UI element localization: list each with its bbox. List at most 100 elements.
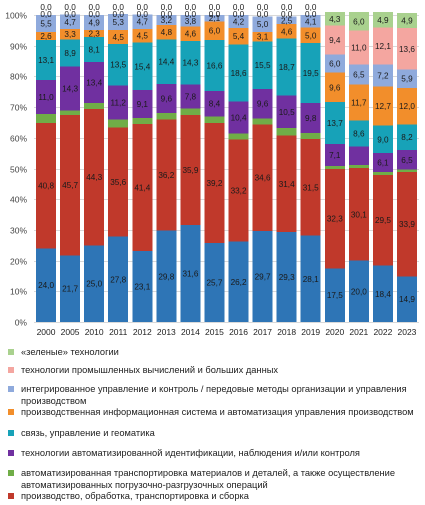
data-label: 15,5 — [255, 61, 271, 70]
data-label: 29,5 — [375, 216, 391, 225]
data-label: 5,0 — [257, 20, 269, 29]
bar-segment — [132, 89, 153, 118]
bar-segment — [300, 42, 321, 103]
data-label: 0,0 — [305, 10, 317, 19]
y-tick-label: 0% — [15, 318, 28, 328]
x-tick-label: 2022 — [373, 327, 392, 337]
bar-segment — [204, 122, 225, 244]
data-label: 17,5 — [327, 291, 343, 300]
data-label: 25,7 — [207, 279, 223, 288]
bar-segment — [348, 12, 369, 31]
data-label: 4,2 — [233, 17, 245, 26]
bar-segment — [252, 41, 273, 89]
data-label: 41,4 — [134, 184, 150, 193]
data-label: 33,9 — [399, 220, 415, 229]
legend-swatch — [8, 349, 14, 355]
data-label: 39,2 — [207, 179, 223, 188]
x-tick-label: 2011 — [109, 327, 128, 337]
data-label: 27,8 — [110, 275, 126, 284]
bar-segment — [372, 64, 393, 87]
bar-segment — [324, 268, 345, 322]
bar-segment — [252, 124, 273, 231]
bar-segment — [228, 101, 249, 134]
bar-segment — [396, 276, 417, 322]
data-label: 0,0 — [257, 3, 269, 12]
x-tick-label: 2019 — [301, 327, 320, 337]
bar-segment — [204, 243, 225, 322]
bar-segment — [108, 127, 129, 237]
bar-segment — [180, 114, 201, 225]
data-label: 24,0 — [38, 281, 54, 290]
data-label: 8,1 — [88, 46, 100, 55]
legend-label: технологии автоматизированной идентифика… — [21, 448, 360, 458]
legend-swatch — [8, 367, 14, 373]
data-label: 29,3 — [279, 273, 295, 282]
legend-label: производственная информационная система … — [21, 407, 414, 417]
bar-segment — [276, 38, 297, 96]
bar-segment — [276, 24, 297, 39]
data-label: 0,0 — [185, 3, 197, 12]
data-label: 6,1 — [377, 159, 389, 168]
bar-segment — [156, 83, 177, 114]
bar-segment — [132, 28, 153, 43]
data-label: 14,3 — [182, 59, 198, 68]
bar-segment — [324, 72, 345, 103]
y-tick-label: 30% — [10, 226, 27, 236]
bar-segment — [108, 43, 129, 86]
bar-segment — [396, 12, 417, 28]
data-label: 5,5 — [40, 19, 52, 28]
bar-segment — [180, 108, 201, 115]
data-label: 0,0 — [88, 3, 100, 12]
y-tick-label: 20% — [10, 257, 27, 267]
bar-segment — [276, 127, 297, 136]
y-tick-label: 100% — [5, 11, 27, 21]
bar-segment — [228, 241, 249, 322]
data-label: 18,6 — [231, 69, 247, 78]
data-label: 4,5 — [137, 32, 149, 41]
x-tick-label: 2012 — [133, 327, 152, 337]
bar-segment — [156, 230, 177, 322]
data-label: 35,6 — [110, 178, 126, 187]
bar-segment — [372, 171, 393, 175]
data-label: 26,2 — [231, 278, 247, 287]
data-label: 3,2 — [161, 16, 173, 25]
data-label: 0,0 — [257, 10, 269, 19]
bar-segment — [324, 169, 345, 269]
data-label: 2,1 — [209, 14, 221, 23]
y-tick-label: 60% — [10, 134, 27, 144]
data-label: 21,7 — [62, 285, 78, 294]
data-label: 14,3 — [62, 85, 78, 94]
data-label: 44,3 — [86, 173, 102, 182]
data-label: 0,0 — [185, 10, 197, 19]
data-label: 5,4 — [233, 32, 245, 41]
data-label: 28,1 — [303, 275, 319, 284]
bar-segment — [180, 26, 201, 41]
data-label: 9,8 — [305, 114, 317, 123]
data-label: 31,5 — [303, 183, 319, 192]
bar-segment — [132, 123, 153, 252]
bar-segment — [348, 146, 369, 166]
data-label: 4,3 — [329, 15, 341, 24]
data-label: 0,0 — [40, 3, 52, 12]
bar-segment — [180, 84, 201, 109]
bar-segment — [156, 119, 177, 231]
data-label: 9,6 — [257, 100, 269, 109]
data-label: 4,8 — [161, 28, 173, 37]
data-label: 25,0 — [86, 280, 102, 289]
x-tick-label: 2017 — [253, 327, 272, 337]
legend-label: связь, управление и геоматика — [21, 428, 155, 438]
y-tick-label: 70% — [10, 103, 27, 113]
bar-segment — [36, 39, 57, 81]
x-tick-label: 2020 — [325, 327, 344, 337]
data-label: 13,7 — [327, 119, 343, 128]
bar-segment — [180, 224, 201, 322]
bar-segment — [36, 113, 57, 124]
data-label: 2,6 — [40, 32, 52, 41]
data-label: 0,0 — [64, 3, 76, 12]
bar-segment — [228, 139, 249, 242]
bar-segment — [84, 109, 105, 246]
bar-segment — [324, 54, 345, 73]
x-tick-label: 2010 — [85, 327, 104, 337]
bar-segment — [36, 123, 57, 249]
data-label: 4,5 — [113, 33, 125, 42]
